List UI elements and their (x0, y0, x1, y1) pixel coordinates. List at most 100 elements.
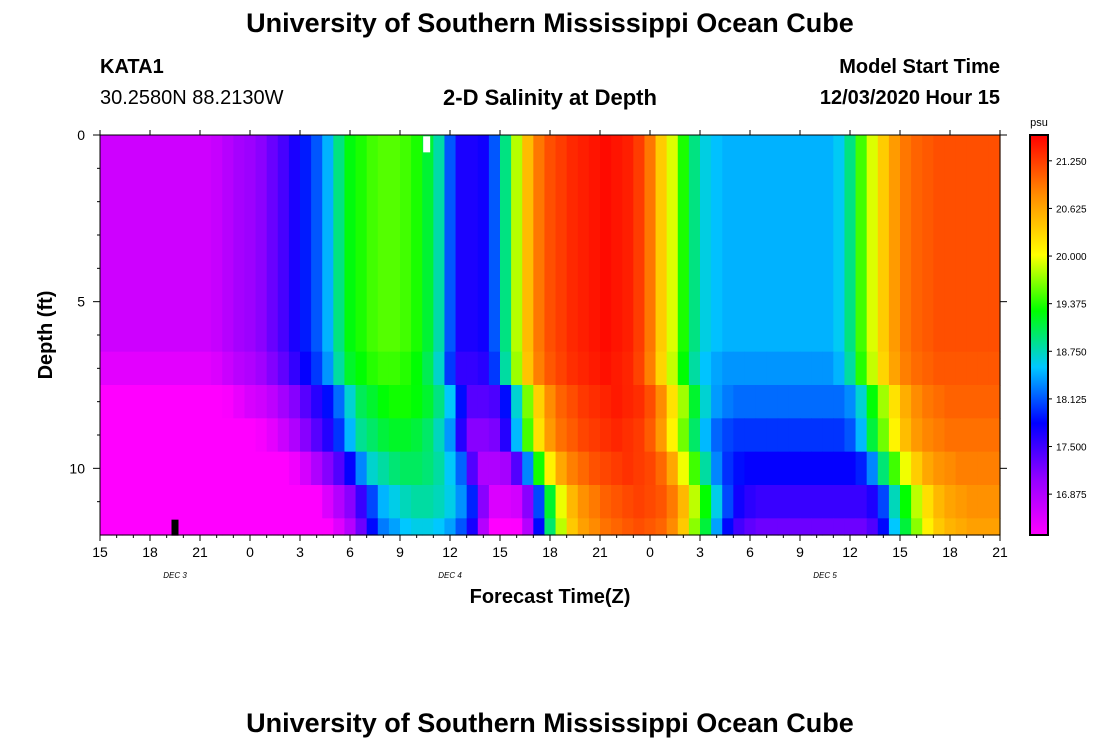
heatmap-cell (466, 518, 479, 536)
heatmap-cell (855, 135, 868, 353)
heatmap-cell (600, 351, 612, 386)
heatmap-cell (100, 418, 112, 453)
heatmap-cell (111, 135, 123, 353)
heatmap-cell (411, 451, 423, 486)
heatmap-cell (144, 418, 157, 453)
heatmap-cell (466, 451, 479, 486)
heatmap-cell (588, 385, 601, 419)
heatmap-cell (933, 385, 946, 419)
heatmap-cell (177, 518, 190, 536)
heatmap-cell (877, 451, 890, 486)
colorbar-tick-label: 20.625 (1056, 204, 1087, 215)
heatmap-cell (733, 518, 746, 536)
heatmap-cell (911, 135, 923, 353)
heatmap-cell (688, 418, 701, 453)
heatmap-cell (844, 451, 857, 486)
heatmap-cell (277, 135, 290, 353)
x-tick-label: 15 (892, 544, 908, 560)
heatmap-cell (633, 485, 646, 519)
heatmap-cell (677, 485, 690, 519)
heatmap-cell (666, 418, 679, 453)
heatmap-cell (600, 385, 612, 419)
heatmap-cell (500, 418, 512, 453)
heatmap-cell (188, 135, 201, 353)
x-tick-label: 18 (542, 544, 558, 560)
heatmap-cell (277, 518, 290, 536)
heatmap-cell (711, 135, 723, 353)
heatmap-cell (611, 518, 623, 536)
heatmap-cell (900, 451, 912, 486)
heatmap-cell (433, 385, 446, 419)
heatmap-cell (355, 451, 368, 486)
heatmap-cell (722, 451, 734, 486)
heatmap-cell (977, 485, 990, 519)
heatmap-cell (566, 135, 579, 353)
heatmap-cell (855, 385, 868, 419)
heatmap-cell (988, 418, 1001, 453)
heatmap-cell (455, 385, 468, 419)
heatmap-cell (622, 135, 634, 353)
heatmap-cell (133, 518, 146, 536)
heatmap-cell (155, 418, 168, 453)
heatmap-cell (822, 351, 834, 386)
heatmap-cell (144, 135, 157, 353)
heatmap-cell (955, 518, 968, 536)
heatmap-cell (266, 385, 279, 419)
heatmap-cell (211, 518, 223, 536)
y-tick-label: 0 (77, 127, 85, 143)
heatmap-cell (711, 518, 723, 536)
colorbar-tick-label: 17.500 (1056, 443, 1087, 454)
heatmap-cell (344, 385, 357, 419)
heatmap-cell (955, 135, 968, 353)
heatmap-cell (700, 351, 712, 386)
heatmap-cell (166, 385, 179, 419)
heatmap-cell (155, 518, 168, 536)
heatmap-cell (800, 485, 812, 519)
heatmap-cell (822, 135, 834, 353)
heatmap-cell (322, 418, 334, 453)
heatmap-cell (122, 485, 134, 519)
heatmap-cell (655, 418, 668, 453)
heatmap-cell (988, 518, 1001, 536)
heatmap-cell (488, 485, 501, 519)
heatmap-cell (244, 351, 257, 386)
heatmap-cell (455, 485, 468, 519)
heatmap-cell (544, 518, 557, 536)
heatmap-cell (533, 351, 546, 386)
heatmap-cell (855, 418, 868, 453)
heatmap-cell (133, 418, 146, 453)
heatmap-cell (100, 518, 112, 536)
heatmap-cell (877, 518, 890, 536)
heatmap-cell (622, 485, 634, 519)
heatmap-cell (866, 135, 879, 353)
heatmap-cell (644, 451, 657, 486)
heatmap-cell (177, 418, 190, 453)
heatmap-cell (566, 418, 579, 453)
heatmap-cell (944, 351, 957, 386)
heatmap-cell (655, 451, 668, 486)
heatmap-cell (544, 351, 557, 386)
heatmap-cell (766, 518, 779, 536)
heatmap-cell (255, 385, 268, 419)
heatmap-cell (833, 518, 846, 536)
colorbar-tick-label: 18.125 (1056, 395, 1087, 406)
heatmap-cell (777, 385, 790, 419)
heatmap-cell (311, 418, 323, 453)
heatmap-cell (511, 418, 523, 453)
heatmap-cell (666, 451, 679, 486)
heatmap-cell (400, 418, 412, 453)
model-start-label: Model Start Time (839, 56, 1000, 78)
heatmap-cell (700, 485, 712, 519)
heatmap-cell (655, 351, 668, 386)
heatmap-cell (500, 385, 512, 419)
heatmap-cell (555, 135, 568, 353)
heatmap-cell (777, 351, 790, 386)
heatmap-cell (777, 451, 790, 486)
heatmap-cell (222, 385, 234, 419)
heatmap-cell (177, 135, 190, 353)
heatmap-cell (488, 351, 501, 386)
heatmap-cell (900, 485, 912, 519)
heatmap-cell (233, 418, 246, 453)
heatmap-cell (566, 385, 579, 419)
